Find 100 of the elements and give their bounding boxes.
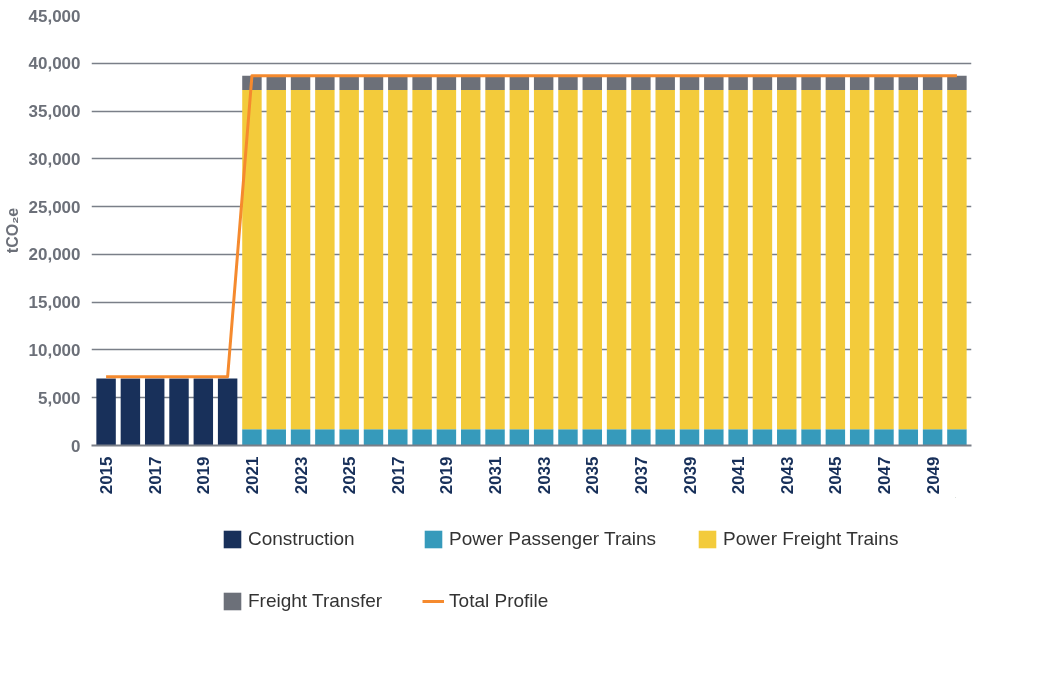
bar [801, 90, 821, 430]
bar [120, 378, 141, 446]
bar [533, 90, 554, 430]
bar [631, 75, 651, 91]
bar [315, 75, 335, 91]
x-tick-label: 2037 [631, 456, 651, 495]
x-tick-label: 2019 [437, 456, 457, 495]
bar [728, 429, 748, 446]
bar [339, 75, 359, 91]
bar [558, 429, 578, 446]
bar [339, 429, 359, 446]
y-tick-label: 30,000 [28, 149, 81, 169]
bar [485, 429, 505, 446]
bar [606, 429, 627, 446]
bar [704, 90, 724, 430]
y-axis-title: tCO₂e [3, 207, 21, 254]
bar [412, 75, 432, 91]
x-tick-label: 2031 [486, 456, 506, 495]
bar [655, 429, 675, 446]
y-tick-label: 15,000 [28, 293, 81, 313]
bar [412, 429, 432, 446]
bar [388, 75, 408, 91]
bar [728, 90, 748, 430]
bar [825, 429, 846, 446]
bar [339, 90, 359, 430]
bar [825, 90, 846, 430]
bar [388, 429, 408, 446]
bar [752, 429, 773, 446]
bar [777, 429, 797, 446]
x-tick-label: 2019 [194, 456, 214, 495]
bar [96, 378, 116, 446]
x-tick-label: 2033 [534, 456, 554, 495]
bar [461, 90, 481, 430]
legend-label: Construction [248, 528, 355, 550]
x-tick-label: 2025 [340, 456, 360, 495]
bar [266, 90, 286, 430]
bar [290, 429, 311, 446]
bar [752, 90, 773, 430]
y-tick-label: 40,000 [28, 54, 81, 74]
bar [193, 378, 214, 446]
y-tick-label: 5,000 [37, 388, 81, 408]
bar [509, 429, 530, 446]
bar [631, 90, 651, 430]
bar [363, 429, 384, 446]
bar [801, 75, 821, 91]
bar [436, 90, 457, 430]
bar [144, 378, 165, 446]
bar [898, 90, 919, 430]
bar [436, 429, 457, 446]
x-tick-label: 2017 [388, 456, 408, 495]
bar [217, 378, 238, 446]
bar [947, 75, 967, 91]
bar [704, 429, 724, 446]
bar [582, 429, 602, 446]
legend-label: Freight Transfer [248, 590, 383, 612]
bar [242, 90, 262, 430]
bar [874, 90, 894, 430]
bar [558, 75, 578, 91]
y-tick-label: 0 [71, 436, 81, 456]
bar [777, 90, 797, 430]
bar [801, 429, 821, 446]
bar [679, 429, 700, 446]
bar [412, 90, 432, 430]
bar [582, 90, 602, 430]
bar [849, 90, 870, 430]
bar [874, 429, 894, 446]
x-tick-label: 2023 [291, 456, 311, 495]
y-tick-label: 20,000 [28, 245, 81, 265]
bar [509, 90, 530, 430]
bar [558, 90, 578, 430]
bar [874, 75, 894, 91]
bar [922, 90, 943, 430]
bar [655, 90, 675, 430]
legend-label: Total Profile [449, 590, 549, 612]
x-tick-label: 2045 [826, 456, 846, 495]
x-tick-label: 2021 [242, 456, 262, 495]
y-tick-label: 10,000 [28, 340, 81, 360]
bar [169, 378, 189, 446]
x-tick-label: 2041 [729, 456, 749, 495]
y-tick-label: 25,000 [28, 197, 81, 217]
bar [704, 75, 724, 91]
bar [363, 90, 384, 430]
bar [606, 90, 627, 430]
y-tick-label: 35,000 [28, 102, 81, 122]
x-tick-label: 2043 [777, 456, 797, 495]
y-tick-label: 45,000 [28, 6, 81, 26]
x-tick-label: 2047 [874, 456, 894, 495]
bar [461, 429, 481, 446]
bar [898, 429, 919, 446]
bar [485, 75, 505, 91]
x-tick-label: 2035 [583, 456, 603, 495]
bar [290, 90, 311, 430]
bar [655, 75, 675, 91]
x-tick-label: 2015 [97, 456, 117, 495]
x-tick-label: 2049 [923, 456, 943, 495]
bar [315, 429, 335, 446]
bar [533, 429, 554, 446]
bar [242, 429, 262, 446]
bar [485, 90, 505, 430]
bar [631, 429, 651, 446]
